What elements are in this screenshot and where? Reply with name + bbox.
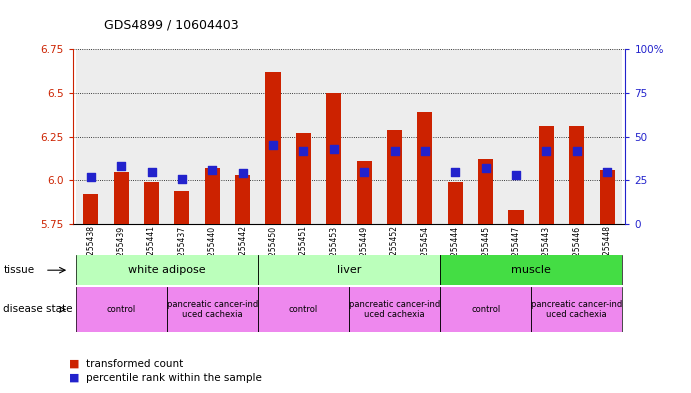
Point <box>207 167 218 173</box>
Bar <box>531 49 562 224</box>
Bar <box>75 49 106 224</box>
Bar <box>592 49 623 224</box>
Bar <box>379 49 410 224</box>
Bar <box>113 171 129 224</box>
Text: control: control <box>471 305 500 314</box>
Point <box>389 147 400 154</box>
Bar <box>440 255 623 285</box>
Bar <box>144 182 159 224</box>
Bar <box>83 194 98 224</box>
Text: ■: ■ <box>69 373 79 383</box>
Text: muscle: muscle <box>511 265 551 275</box>
Text: pancreatic cancer-ind
uced cachexia: pancreatic cancer-ind uced cachexia <box>167 300 258 319</box>
Bar <box>288 49 319 224</box>
Text: GDS4899 / 10604403: GDS4899 / 10604403 <box>104 18 238 31</box>
Point <box>359 168 370 174</box>
Bar <box>326 93 341 224</box>
Bar <box>167 49 197 224</box>
Point <box>419 147 430 154</box>
Point <box>146 168 157 174</box>
Bar <box>319 49 349 224</box>
Bar <box>440 49 471 224</box>
Bar <box>531 287 623 332</box>
Point <box>511 172 522 178</box>
Text: pancreatic cancer-ind
uced cachexia: pancreatic cancer-ind uced cachexia <box>531 300 623 319</box>
Point <box>450 168 461 174</box>
Bar <box>258 287 349 332</box>
Bar <box>569 126 585 224</box>
Bar <box>258 49 288 224</box>
Bar <box>258 255 440 285</box>
Point <box>85 174 96 180</box>
Text: liver: liver <box>337 265 361 275</box>
Bar <box>197 49 227 224</box>
Bar <box>478 159 493 224</box>
Bar <box>410 49 440 224</box>
Bar <box>227 49 258 224</box>
Point <box>328 146 339 152</box>
Bar <box>265 72 281 224</box>
Point <box>571 147 583 154</box>
Bar <box>501 49 531 224</box>
Bar <box>600 170 615 224</box>
Point <box>237 170 248 176</box>
Bar <box>562 49 592 224</box>
Bar <box>235 175 250 224</box>
Bar <box>357 161 372 224</box>
Point <box>602 168 613 174</box>
Text: pancreatic cancer-ind
uced cachexia: pancreatic cancer-ind uced cachexia <box>349 300 440 319</box>
Point <box>267 142 278 149</box>
Text: percentile rank within the sample: percentile rank within the sample <box>86 373 263 383</box>
Bar <box>167 287 258 332</box>
Bar <box>440 287 531 332</box>
Point <box>480 165 491 171</box>
Point <box>115 163 126 169</box>
Bar <box>509 210 524 224</box>
Bar <box>417 112 433 224</box>
Text: ■: ■ <box>69 358 79 369</box>
Text: control: control <box>106 305 135 314</box>
Bar <box>106 49 136 224</box>
Point <box>298 147 309 154</box>
Text: white adipose: white adipose <box>128 265 205 275</box>
Bar <box>539 126 554 224</box>
Bar <box>296 133 311 224</box>
Point <box>176 175 187 182</box>
Bar <box>349 287 440 332</box>
Text: transformed count: transformed count <box>86 358 184 369</box>
Bar <box>471 49 501 224</box>
Bar <box>349 49 379 224</box>
Text: tissue: tissue <box>3 265 35 275</box>
Text: disease state: disease state <box>3 305 73 314</box>
Bar <box>75 255 258 285</box>
Bar <box>75 287 167 332</box>
Bar <box>387 130 402 224</box>
Bar <box>448 182 463 224</box>
Point <box>541 147 552 154</box>
Bar <box>174 191 189 224</box>
Text: control: control <box>289 305 318 314</box>
Bar <box>136 49 167 224</box>
Bar <box>205 168 220 224</box>
